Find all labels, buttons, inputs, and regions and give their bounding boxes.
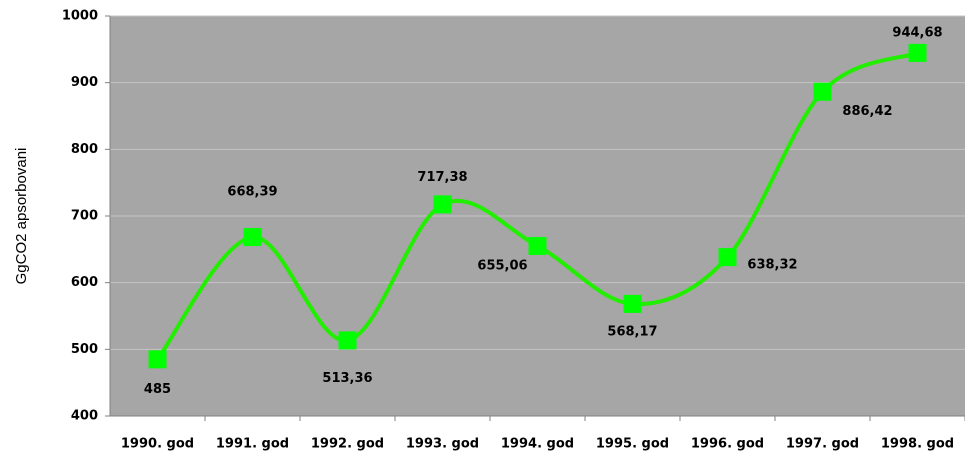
- y-tick-label: 1000: [62, 9, 98, 24]
- data-label: 568,17: [607, 324, 657, 339]
- marker: [528, 236, 547, 255]
- y-tick-label: 600: [71, 275, 98, 290]
- marker: [718, 248, 737, 267]
- x-tick-label: 1995. god: [596, 437, 669, 452]
- y-tick-label: 500: [71, 342, 98, 357]
- marker: [338, 331, 357, 350]
- x-tick-label: 1992. god: [311, 437, 384, 452]
- marker: [908, 43, 927, 62]
- marker: [433, 195, 452, 214]
- data-label: 886,42: [842, 104, 892, 119]
- data-label: 717,38: [417, 170, 467, 185]
- x-tick-label: 1991. god: [216, 437, 289, 452]
- x-tick-label: 1994. god: [501, 437, 574, 452]
- data-label: 513,36: [322, 371, 372, 386]
- y-tick-label: 700: [71, 209, 98, 224]
- x-tick-label: 1997. god: [786, 437, 859, 452]
- marker: [623, 294, 642, 313]
- data-label: 485: [144, 382, 171, 397]
- y-axis-label: GgCO2 apsorbovani: [13, 148, 30, 285]
- x-tick-label: 1998. god: [881, 437, 954, 452]
- line: [155, 50, 919, 361]
- data-label: 655,06: [477, 258, 527, 273]
- y-tick-label: 900: [71, 75, 98, 90]
- y-tick-label: 400: [71, 409, 98, 424]
- data-label: 944,68: [892, 25, 942, 40]
- data-label: 668,39: [227, 185, 277, 200]
- marker: [243, 228, 262, 247]
- marker: [813, 82, 832, 101]
- x-tick-label: 1996. god: [691, 437, 764, 452]
- data-label: 638,32: [747, 258, 797, 273]
- marker: [148, 350, 167, 369]
- y-tick-label: 800: [71, 142, 98, 157]
- x-tick-label: 1993. god: [406, 437, 479, 452]
- x-tick-label: 1990. god: [121, 437, 194, 452]
